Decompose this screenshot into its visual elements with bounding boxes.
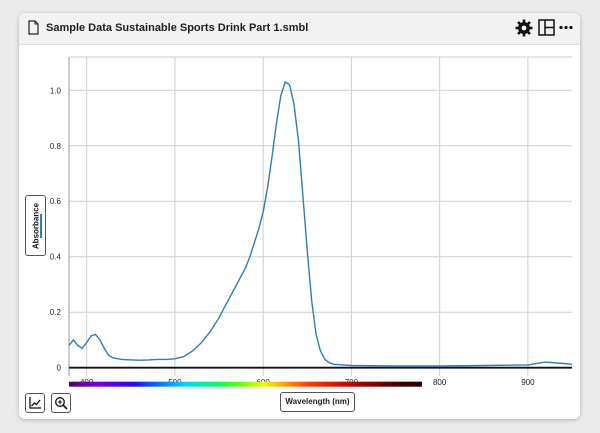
layout-icon[interactable]	[538, 19, 555, 36]
y-tick-label: 0.2	[50, 308, 62, 317]
graph-options-button[interactable]	[25, 393, 45, 413]
app-window: 00.20.40.60.81.0400500600700800900 Sampl…	[19, 13, 580, 419]
y-tick-label: 0	[57, 364, 62, 373]
series-color-swatch	[40, 214, 42, 238]
y-tick-label: 1.0	[50, 86, 62, 95]
title-bar: Sample Data Sustainable Sports Drink Par…	[19, 13, 580, 45]
window-title: Sample Data Sustainable Sports Drink Par…	[46, 22, 309, 34]
tick-labels: 00.20.40.60.81.0400500600700800900	[50, 86, 535, 387]
y-tick-label: 0.6	[50, 197, 62, 206]
more-icon[interactable]	[559, 25, 573, 30]
gear-icon[interactable]	[515, 19, 533, 37]
x-tick-label: 900	[521, 378, 535, 387]
x-tick-label: 800	[433, 378, 447, 387]
y-tick-label: 0.4	[50, 253, 62, 262]
y-axis-label-button[interactable]: Absorbance	[25, 195, 46, 256]
graph-options-icon	[29, 397, 41, 409]
x-axis-label: Wavelength (nm)	[285, 397, 350, 406]
x-axis-label-button[interactable]: Wavelength (nm)	[280, 392, 355, 412]
zoom-button[interactable]	[51, 393, 71, 413]
y-tick-label: 0.8	[50, 142, 62, 151]
axes	[68, 57, 572, 376]
visible-spectrum-bar	[69, 381, 422, 387]
absorbance-series-line[interactable]	[68, 80, 573, 367]
y-axis-label: Absorbance	[31, 202, 40, 249]
grid-lines	[69, 56, 572, 376]
file-icon	[28, 20, 39, 35]
zoom-icon	[55, 397, 68, 410]
absorbance-plot[interactable]: 00.20.40.60.81.0400500600700800900	[19, 13, 580, 419]
